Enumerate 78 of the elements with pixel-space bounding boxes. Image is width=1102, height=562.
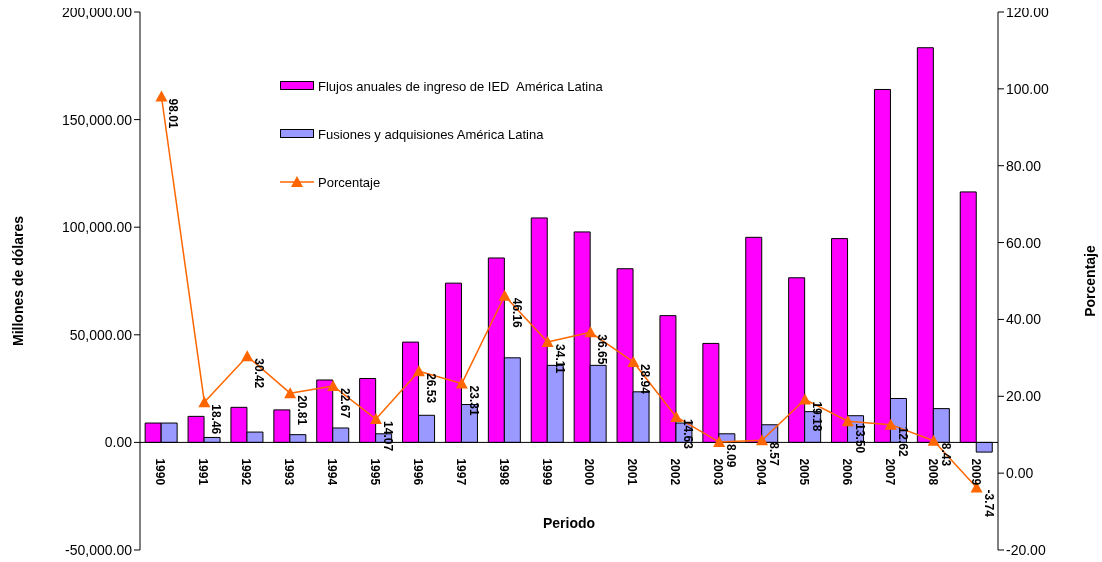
point — [412, 365, 425, 377]
x-tick-label: 2000 — [582, 458, 597, 486]
point — [541, 336, 554, 348]
data-label: 12.62 — [895, 426, 910, 457]
data-label: -3.74 — [981, 489, 996, 518]
legend-label: Porcentaje — [318, 174, 381, 190]
point — [155, 90, 168, 102]
x-tick-label: 1999 — [539, 458, 554, 486]
y-tick-label: 200,000.00 — [61, 3, 133, 20]
y-tick-label: 50,000.00 — [69, 326, 133, 343]
point — [798, 393, 811, 405]
data-label: 26.53 — [423, 373, 438, 404]
x-tick-label: 1998 — [496, 458, 511, 486]
y2-tick-label: -20.00 — [1006, 541, 1046, 558]
y2-tick-label: 80.00 — [1006, 157, 1042, 174]
point — [884, 418, 897, 430]
x-tick-label: 2004 — [754, 458, 769, 486]
point — [756, 434, 769, 446]
y2-tick-label: 120.00 — [1006, 3, 1050, 20]
x-tick-label: 1993 — [282, 458, 297, 486]
x-axis-title: Periodo — [542, 515, 596, 532]
data-label: 8.57 — [767, 442, 782, 466]
data-label: 98.01 — [166, 98, 181, 129]
data-label: 8.09 — [724, 444, 739, 468]
data-label: 30.42 — [252, 358, 267, 389]
data-label: 20.81 — [295, 395, 310, 426]
x-tick-label: 1995 — [367, 458, 382, 486]
y2-tick-label: 20.00 — [1006, 388, 1042, 405]
x-tick-label: 1996 — [410, 458, 425, 486]
point — [498, 289, 511, 301]
x-tick-label: 2007 — [882, 458, 897, 486]
data-label: 18.46 — [209, 404, 224, 435]
x-tick-label: 2008 — [925, 458, 940, 486]
point — [284, 387, 297, 399]
y-tick-label: 150,000.00 — [61, 111, 133, 128]
data-label: 36.65 — [595, 334, 610, 365]
x-tick-label: 1994 — [325, 458, 340, 486]
legend-label: Fusiones y adquisiones América Latina — [318, 126, 544, 142]
point — [627, 355, 640, 367]
data-label: 8.43 — [938, 442, 953, 467]
y2-tick-label: 40.00 — [1006, 311, 1042, 328]
point — [584, 326, 597, 338]
data-label: 13.50 — [852, 423, 867, 454]
legend-label: Flujos anuales de ingreso de IED América Latina — [318, 78, 603, 94]
x-tick-label: 2009 — [968, 458, 983, 486]
data-label: 22.67 — [338, 388, 353, 419]
y2-axis-title: Porcentaje — [1081, 245, 1098, 317]
point — [455, 377, 468, 389]
data-label: 28.94 — [638, 363, 653, 395]
point — [927, 434, 940, 446]
data-label: 34.11 — [552, 344, 567, 374]
y2-tick-label: 60.00 — [1006, 234, 1042, 251]
x-tick-label: 1997 — [453, 458, 468, 486]
point — [369, 413, 382, 425]
data-label: 19.18 — [809, 401, 824, 432]
x-tick-label: 1990 — [153, 458, 168, 486]
point — [713, 436, 726, 448]
x-tick-label: 2002 — [668, 458, 683, 486]
y2-tick-label: 100.00 — [1006, 80, 1050, 97]
x-tick-label: 1991 — [196, 458, 211, 486]
y-tick-label: -50,000.00 — [65, 541, 133, 558]
point — [327, 380, 340, 392]
x-tick-label: 2001 — [625, 458, 640, 486]
point — [198, 396, 211, 408]
data-label: 46.16 — [509, 297, 524, 329]
point — [670, 410, 683, 422]
data-label: 14.63 — [681, 418, 696, 450]
point — [841, 415, 854, 427]
y-tick-label: 100,000.00 — [61, 219, 133, 236]
x-tick-label: 2005 — [796, 458, 811, 486]
data-label: 23.31 — [466, 385, 481, 416]
y-axis-title: Millones de dólares — [9, 215, 26, 346]
x-tick-label: 1992 — [239, 458, 254, 486]
x-tick-label: 2003 — [711, 458, 726, 486]
y2-tick-label: 0.00 — [1006, 465, 1034, 482]
y-tick-label: 0.00 — [104, 434, 133, 451]
x-tick-label: 2006 — [839, 458, 854, 486]
point — [241, 350, 254, 362]
